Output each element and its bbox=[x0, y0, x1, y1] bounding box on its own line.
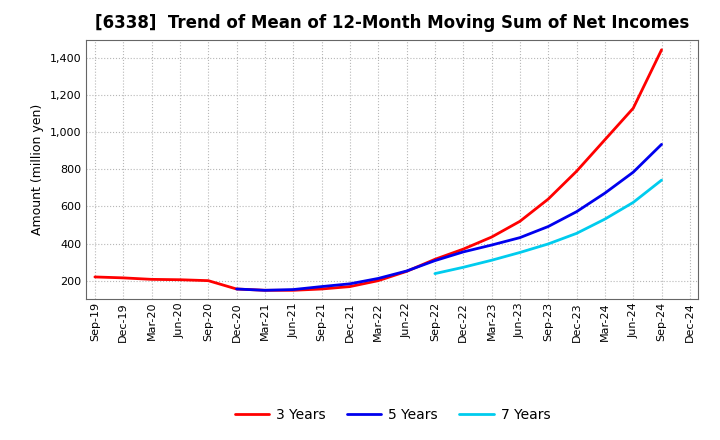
3 Years bbox=[148, 277, 156, 282]
Legend: 3 Years, 5 Years, 7 Years: 3 Years, 5 Years, 7 Years bbox=[229, 402, 556, 427]
3 Years bbox=[233, 286, 241, 292]
5 Years bbox=[233, 286, 241, 292]
7 Years bbox=[629, 200, 637, 205]
7 Years bbox=[487, 258, 496, 263]
3 Years bbox=[487, 235, 496, 240]
5 Years bbox=[402, 268, 411, 274]
3 Years bbox=[516, 219, 524, 224]
5 Years bbox=[431, 258, 439, 263]
7 Years bbox=[459, 265, 467, 270]
3 Years bbox=[91, 274, 99, 279]
Line: 3 Years: 3 Years bbox=[95, 50, 662, 290]
3 Years bbox=[657, 47, 666, 52]
5 Years bbox=[629, 169, 637, 175]
7 Years bbox=[516, 250, 524, 255]
7 Years bbox=[431, 271, 439, 276]
3 Years bbox=[572, 169, 581, 174]
3 Years bbox=[289, 288, 297, 293]
3 Years bbox=[544, 196, 552, 202]
7 Years bbox=[600, 216, 609, 222]
7 Years bbox=[544, 241, 552, 246]
Line: 5 Years: 5 Years bbox=[237, 144, 662, 290]
3 Years bbox=[318, 286, 326, 292]
5 Years bbox=[516, 235, 524, 240]
7 Years bbox=[657, 177, 666, 183]
5 Years bbox=[318, 284, 326, 289]
5 Years bbox=[459, 249, 467, 255]
5 Years bbox=[572, 209, 581, 214]
3 Years bbox=[261, 288, 269, 293]
3 Years bbox=[176, 277, 184, 282]
5 Years bbox=[261, 288, 269, 293]
5 Years bbox=[289, 287, 297, 292]
3 Years bbox=[431, 257, 439, 262]
3 Years bbox=[346, 284, 354, 289]
3 Years bbox=[600, 137, 609, 143]
5 Years bbox=[346, 281, 354, 286]
3 Years bbox=[374, 278, 382, 283]
5 Years bbox=[374, 276, 382, 281]
Y-axis label: Amount (million yen): Amount (million yen) bbox=[32, 104, 45, 235]
3 Years bbox=[119, 275, 127, 281]
5 Years bbox=[600, 191, 609, 196]
5 Years bbox=[544, 224, 552, 229]
3 Years bbox=[204, 278, 212, 283]
3 Years bbox=[402, 269, 411, 274]
5 Years bbox=[487, 242, 496, 248]
7 Years bbox=[572, 231, 581, 236]
3 Years bbox=[459, 246, 467, 252]
5 Years bbox=[657, 142, 666, 147]
Line: 7 Years: 7 Years bbox=[435, 180, 662, 274]
3 Years bbox=[629, 106, 637, 111]
Title: [6338]  Trend of Mean of 12-Month Moving Sum of Net Incomes: [6338] Trend of Mean of 12-Month Moving … bbox=[95, 15, 690, 33]
